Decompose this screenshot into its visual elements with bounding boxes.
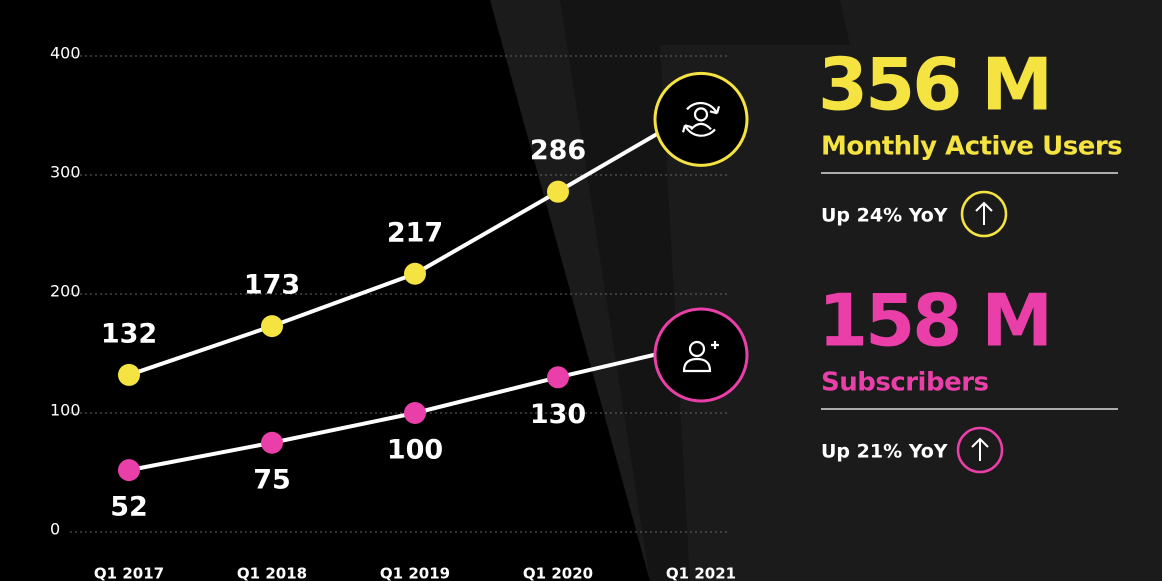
data-point [404,402,426,424]
kpi-change: Up 21% YoY [821,441,948,463]
kpi-change: Up 24% YoY [821,205,948,227]
x-tick-label: Q1 2017 [94,565,164,581]
data-point [547,366,569,389]
x-tick-label: Q1 2021 [666,565,736,581]
data-label: 132 [101,318,157,349]
kpi-arrow [975,201,993,225]
icon-part [693,107,709,122]
y-tick-label: 100 [50,401,81,420]
kpi-name: Subscribers [821,368,989,398]
data-point [118,363,140,386]
kpi-arrow [971,437,989,461]
y-tick-label: 200 [50,282,81,301]
y-tick-label: 400 [50,44,81,63]
data-label: 286 [530,135,586,166]
icon-part [711,340,719,349]
data-label: 100 [387,435,443,466]
data-label: 217 [387,217,443,248]
icon-part [681,101,721,137]
background-band [560,0,850,581]
icon-part [690,122,712,131]
y-tick-label: 0 [50,520,60,539]
data-label: 173 [244,270,300,301]
x-tick-label: Q1 2019 [380,565,450,581]
x-tick-label: Q1 2020 [523,565,593,581]
data-label: 130 [530,399,586,430]
kpi-value: 158 M [818,279,1050,363]
data-point [261,315,283,338]
x-tick-label: Q1 2018 [237,565,307,581]
icon-part [688,340,706,358]
kpi-value: 356 M [818,43,1050,127]
icon-part [682,357,712,373]
kpi-arrow-ring [960,190,1008,238]
data-point [404,262,426,285]
data-point [261,431,283,454]
kpi-arrow-ring [956,426,1004,474]
kpi-name: Monthly Active Users [821,132,1122,162]
data-point [118,459,140,482]
y-tick-label: 300 [50,163,81,182]
data-label: 52 [110,492,148,523]
data-label: 75 [253,464,291,495]
data-point [547,180,569,203]
badge-icon [682,340,719,373]
badge-icon [681,101,721,137]
